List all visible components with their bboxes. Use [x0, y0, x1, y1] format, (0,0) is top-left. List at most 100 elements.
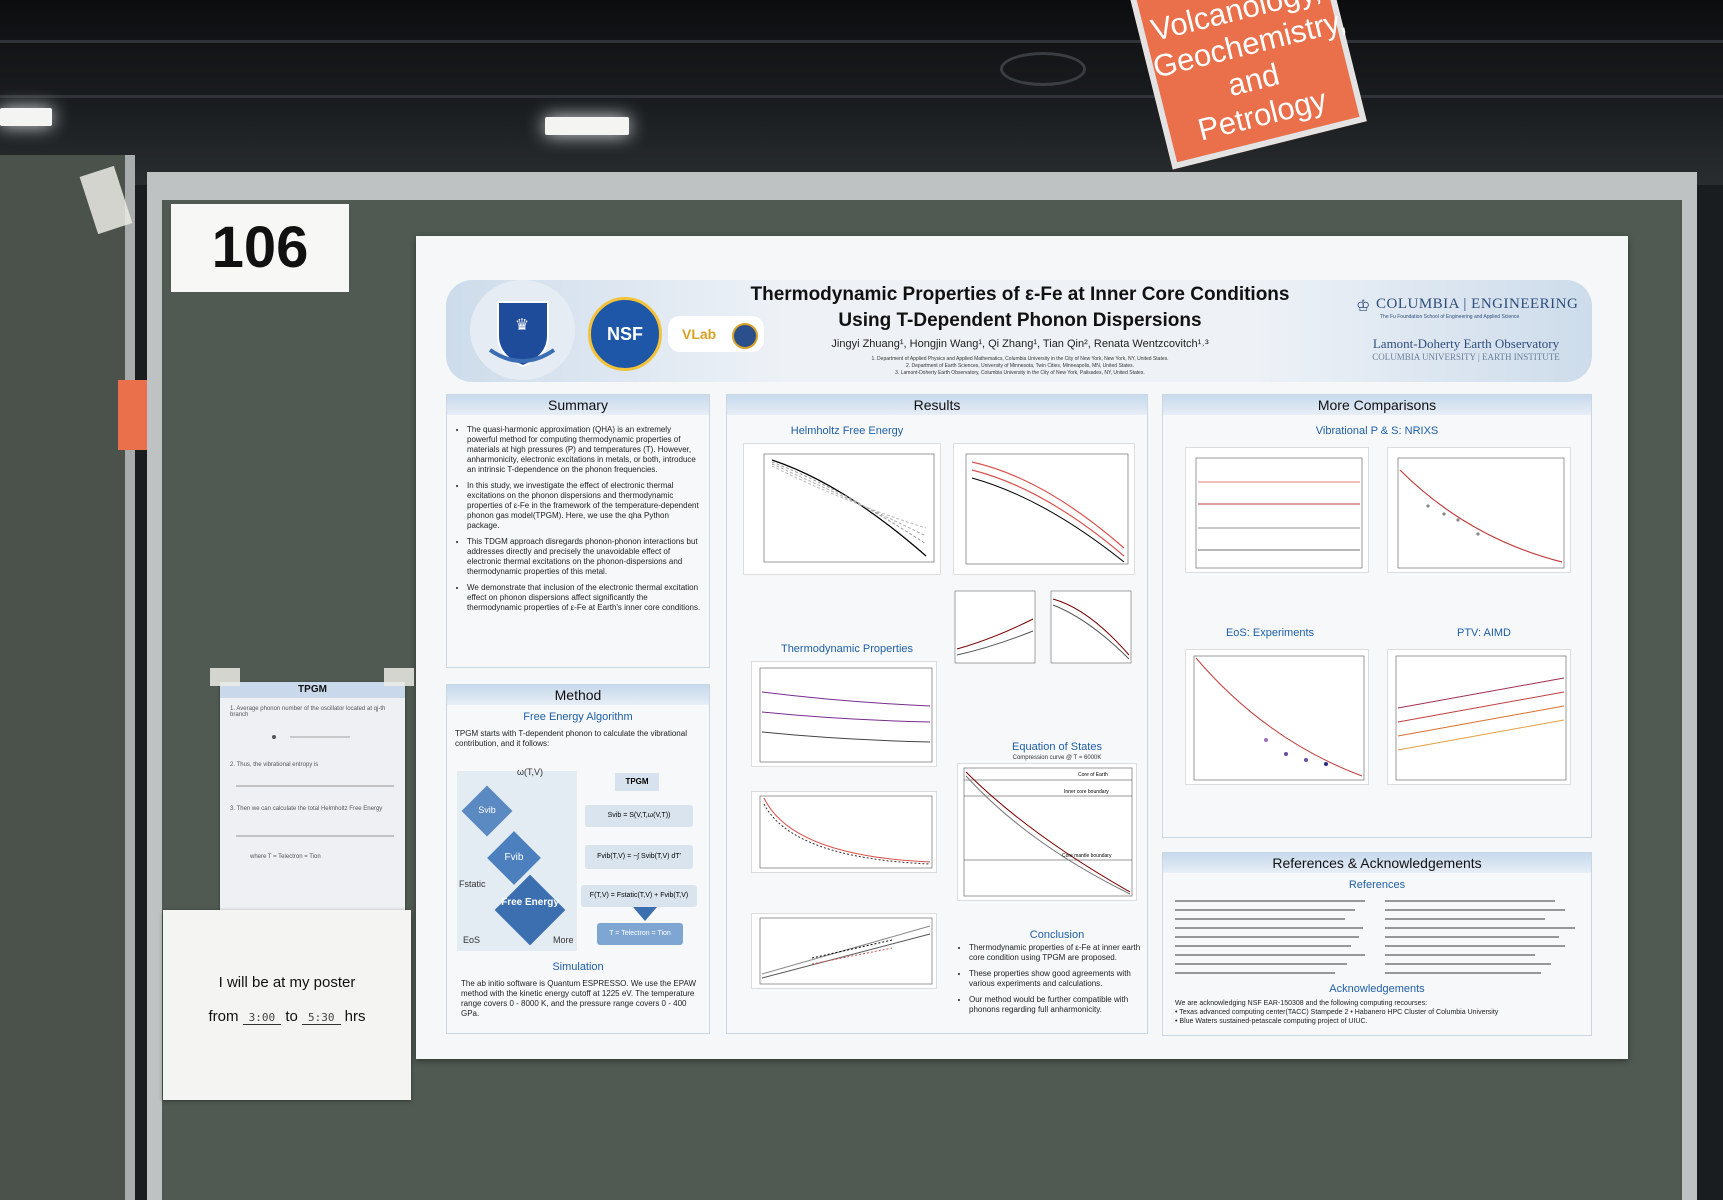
title-line: Thermodynamic Properties of ε-Fe at Inne… [750, 284, 1290, 305]
references-subheading: References [1348, 879, 1406, 891]
tape-piece [384, 668, 414, 686]
vibrational-pressure-plot [1185, 447, 1369, 573]
columbia-crest-logo: ♛ [470, 280, 575, 380]
vibrational-ps-heading: Vibrational P & S: NRIXS [1315, 425, 1439, 437]
equation-box: T = Telectron = Tion [597, 923, 683, 945]
equation-box: Fvib(T,V) = −∫ Svib(T,V) dT′ [585, 845, 693, 869]
poster-authors: Jingyi Zhuang¹, Hongjin Wang¹, Qi Zhang¹… [831, 338, 1209, 350]
fstatic-label: Fstatic [459, 879, 486, 889]
more-label: More [553, 935, 574, 945]
thermodynamic-properties-heading: Thermodynamic Properties [780, 643, 914, 655]
free-energy-algorithm-heading: Free Energy Algorithm [523, 711, 633, 723]
svg-text:♛: ♛ [515, 315, 529, 334]
availability-line: I will be at my poster [218, 974, 356, 991]
ack-item-text: Texas advanced computing center(TACC) St… [1179, 1009, 1499, 1016]
columbia-crown-icon: ♔ [1356, 298, 1371, 315]
nsf-logo: NSF [588, 297, 662, 371]
fvib-label: Fvib [504, 852, 524, 863]
distant-sign [118, 380, 150, 450]
earth-institute-logo: COLUMBIA UNIVERSITY | EARTH INSTITUTE [1372, 352, 1560, 362]
bulk-modulus-plot [751, 913, 937, 989]
summary-bullet: This TDGM approach disregards phonon-pho… [467, 537, 701, 577]
affiliation: 2. Department of Earth Sciences, Univers… [905, 363, 1135, 369]
omega-label: ω(T,V) [517, 767, 544, 777]
affiliation: 3. Lamont-Doherty Earth Observatory, Col… [895, 370, 1145, 376]
tpgm-note-line: where T = Telectron = Tion [250, 854, 321, 860]
conclusion-heading: Conclusion [1029, 929, 1085, 941]
tpgm-box: TPGM [615, 773, 659, 791]
simulation-heading: Simulation [552, 961, 604, 973]
summary-section: Summary The quasi-harmonic approximation… [446, 394, 710, 668]
eos-label: EoS [463, 935, 481, 945]
ack-item: • Blue Waters sustained-petascale comput… [1175, 1018, 1368, 1025]
title-line: Using T-Dependent Phonon Dispersions [838, 310, 1202, 331]
conclusion-list: Thermodynamic properties of ε-Fe at inne… [957, 943, 1143, 1021]
tpgm-note: TPGM 1. Average phonon number of the osc… [220, 682, 405, 914]
nsf-logo-text: NSF [607, 324, 643, 344]
free-energy-equation [230, 826, 400, 846]
hours-label: hrs [344, 1008, 366, 1025]
tpgm-note-line: 3. Then we can calculate the total Helmh… [230, 806, 383, 812]
free-energy-label: Free Energy [501, 897, 559, 908]
ack-intro: We are acknowledging NSF EAR-150308 and … [1175, 1000, 1428, 1007]
compression-curve-plot: Core of Earth Inner core boundary Core m… [957, 763, 1137, 901]
availability-note: I will be at my poster from 3:00 to 5:30… [163, 910, 411, 1100]
end-time: 5:30 [302, 1011, 341, 1025]
ceiling-duct [1000, 52, 1086, 86]
equation-of-states-heading: Equation of States [1012, 741, 1102, 753]
to-label: to [285, 1008, 298, 1025]
ptv-aimd-heading: PTV: AIMD [1457, 627, 1511, 639]
eos-plot-title: Compression curve @ T = 6000K [1012, 755, 1102, 761]
method-heading: Method [447, 685, 709, 705]
conclusion-bullet: Our method would be further compatible w… [969, 995, 1143, 1015]
tpgm-flow-diagram: ω(T,V) TPGM Svib Fvib Fstatic Free Energ… [457, 767, 701, 957]
method-intro: TPGM starts with T-dependent phonon to c… [455, 729, 687, 748]
acknowledgements-text: We are acknowledging NSF EAR-150308 and … [1175, 999, 1585, 1026]
availability-time: from 3:00 to 5:30 hrs [163, 1008, 411, 1025]
columbia-engineering-subtitle: The Fu Foundation School of Engineering … [1380, 314, 1520, 320]
vibrational-entropy-plot [1387, 447, 1571, 573]
comparisons-section: More Comparisons Vibrational P & S: NRIX… [1162, 394, 1592, 838]
poster-affiliations: 1. Department of Applied Physics and App… [740, 356, 1300, 377]
helmholtz-heading: Helmholtz Free Energy [790, 425, 904, 437]
phonon-number-equation [254, 726, 364, 748]
ceiling-light [0, 108, 52, 126]
ceiling [0, 0, 1723, 185]
ack-item-text: Blue Waters sustained-petascale computin… [1179, 1018, 1368, 1025]
tpgm-note-line: 2. Thus, the vibrational entropy is [230, 762, 319, 768]
thermal-expansion-plot [751, 791, 937, 873]
conclusion-bullet: These properties show good agreements wi… [969, 969, 1143, 989]
reference-list [1175, 897, 1579, 979]
summary-bullet: The quasi-harmonic approximation (QHA) i… [467, 425, 701, 475]
vlab-logo: VLab [668, 316, 764, 352]
neighbor-board [0, 155, 135, 1200]
booth-number: 106 [171, 204, 349, 292]
eos-boundary-label: Inner core boundary [1064, 789, 1109, 795]
tpgm-note-heading: TPGM [220, 682, 405, 698]
vlab-logo-text: VLab [682, 326, 717, 342]
ceiling-light [545, 117, 629, 135]
references-heading: References & Acknowledgements [1163, 853, 1591, 873]
entropy-equation [230, 776, 400, 796]
equation-box: F(T,V) = Fstatic(T,V) + Fvib(T,V) [581, 885, 697, 907]
gibbs-energy-plot [1049, 589, 1133, 665]
ceiling-truss [0, 95, 1723, 98]
method-section: Method Free Energy Algorithm TPGM starts… [446, 684, 710, 1034]
results-heading: Results [727, 395, 1147, 415]
summary-bullet: We demonstrate that inclusion of the ele… [467, 583, 701, 613]
heat-capacity-plot [751, 661, 937, 767]
helmholtz-plot [743, 443, 941, 575]
eos-experiments-plot [1185, 649, 1369, 785]
ack-item: • Texas advanced computing center(TACC) … [1175, 1009, 1499, 1016]
affiliation: 1. Department of Applied Physics and App… [871, 356, 1169, 362]
equation-box: Svib = S(V,T,ω(V,T)) [585, 805, 693, 827]
columbia-engineering-logo: COLUMBIA | ENGINEERING [1376, 296, 1579, 312]
comparisons-heading: More Comparisons [1163, 395, 1591, 415]
vlab-shield-icon [732, 323, 758, 349]
pressure-temperature-plot [953, 589, 1037, 665]
svib-label: Svib [478, 805, 496, 815]
tpgm-note-line: 1. Average phonon number of the oscillat… [230, 706, 386, 718]
simulation-text: The ab initio software is Quantum ESPRES… [461, 979, 697, 1018]
ceiling-truss [0, 40, 1723, 43]
from-label: from [208, 1008, 239, 1025]
